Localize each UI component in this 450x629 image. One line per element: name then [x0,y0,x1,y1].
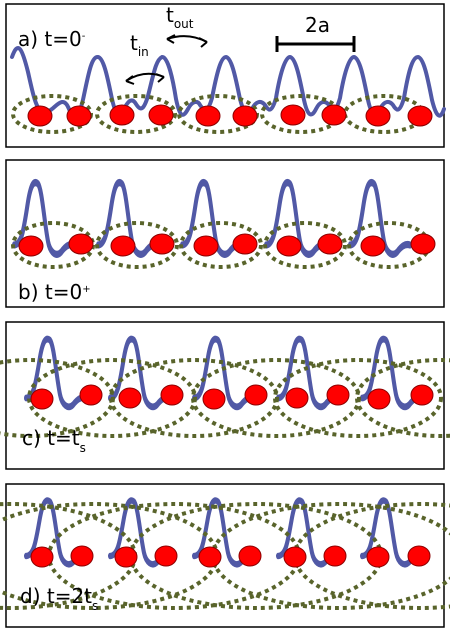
lattice-spacing-label: 2a [305,13,330,37]
t-out-label: tout [166,3,194,31]
atom [202,388,226,410]
atom [366,546,390,568]
t-in-arrow-head-left [125,75,135,85]
panel-a-label-main: a) t=0 [18,27,82,51]
panel-c: c) t=ts [0,321,450,470]
t-in-label: tin [130,31,149,59]
panel-b-state-2 [95,221,179,269]
panel-a-label: a) t=0- [18,27,86,51]
atom [148,104,174,126]
atom [118,387,142,409]
atom [110,235,136,257]
atom [367,388,391,410]
atom [276,235,302,257]
panel-c-spread-state [27,358,197,438]
atom [407,105,433,127]
panel-d-label-subscript: s [92,599,98,613]
t-in-arrow-head-right [155,73,165,83]
atom [321,104,347,126]
panel-b: b) t=0+ [5,159,445,308]
panel-b-state-3 [179,221,263,269]
atom [407,545,431,567]
atom [30,546,54,568]
panel-b-state-4 [263,221,347,269]
panel-c-label-main: c) t=t [22,426,80,450]
atom [30,388,54,410]
atom [360,235,386,257]
t-in-subscript: in [138,45,149,59]
atom [410,233,436,255]
atom [109,104,135,126]
atom [160,384,184,406]
panel-c-spread-state [273,358,443,438]
panel-c-spread-state [0,358,115,438]
atom [79,384,103,406]
panel-c-spread-state [109,358,279,438]
t-out-arrow-head-right [198,37,208,48]
atom [195,105,221,127]
panel-a-localized-state-2 [95,94,177,134]
atom [193,235,219,257]
panel-c-label: c) t=ts [22,426,86,455]
panel-b-label: b) t=0+ [18,280,91,304]
panel-c-spread-state [191,358,361,438]
t-out-subscript: out [174,17,194,31]
atom [232,233,258,255]
panel-c-label-subscript: s [80,441,86,455]
atom [410,384,434,406]
panel-d-label: d) t=2ts [20,584,98,613]
atom [27,105,53,127]
atom [326,384,350,406]
panel-a: a) t=0- tin tout 2a [5,3,446,148]
atom [280,104,306,126]
atom [68,233,94,255]
atom [149,233,175,255]
atom [18,235,44,257]
atom [154,545,178,567]
panel-b-label-superscript: + [82,284,90,295]
panel-d-label-main: d) t=2t [20,584,92,608]
panel-c-spread-state [355,358,450,438]
atom [66,105,92,127]
atom [323,545,347,567]
t-in-main: t [130,31,138,55]
atom [285,387,309,409]
atom [317,233,343,255]
atom [238,545,262,567]
atom [198,546,222,568]
atom [114,546,138,568]
atom [365,105,391,127]
t-out-arrow-head-left [166,34,176,44]
panel-b-label-main: b) t=0 [18,280,82,304]
atom [244,384,268,406]
atom [232,105,258,127]
atom [70,545,94,567]
panel-d: d) t=2ts [0,483,450,628]
atom [283,546,307,568]
panel-a-label-superscript: - [82,31,86,42]
t-out-main: t [166,3,174,27]
